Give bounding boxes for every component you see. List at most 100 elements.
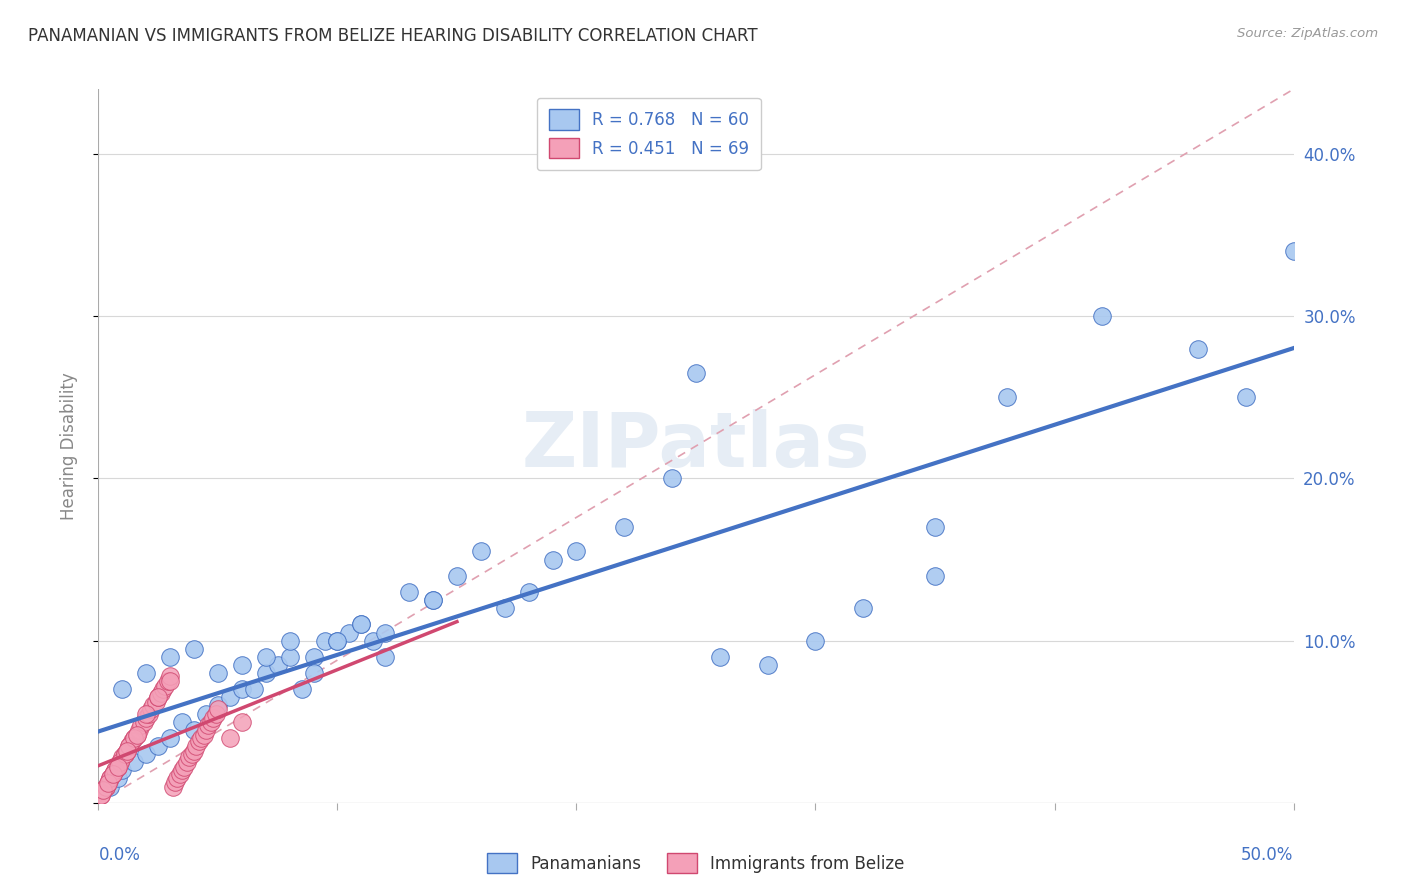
Point	[219, 690, 242, 705]
Point	[852, 601, 875, 615]
Point	[118, 739, 141, 753]
Point	[183, 744, 205, 758]
Point	[302, 649, 325, 664]
Point	[267, 657, 290, 672]
Point	[111, 682, 134, 697]
Point	[135, 706, 157, 721]
Point	[94, 780, 117, 794]
Point	[159, 649, 181, 664]
Point	[315, 633, 337, 648]
Point	[1187, 342, 1209, 356]
Point	[111, 750, 134, 764]
Point	[159, 731, 181, 745]
Point	[494, 601, 516, 615]
Point	[541, 552, 564, 566]
Point	[254, 666, 277, 681]
Point	[422, 593, 444, 607]
Point	[135, 666, 157, 681]
Point	[94, 780, 117, 794]
Point	[183, 641, 205, 656]
Point	[278, 649, 301, 664]
Point	[200, 714, 222, 729]
Point	[97, 776, 120, 790]
Point	[374, 649, 396, 664]
Point	[135, 747, 157, 761]
Point	[565, 544, 588, 558]
Point	[756, 657, 779, 672]
Point	[159, 669, 181, 683]
Point	[197, 718, 219, 732]
Point	[254, 649, 277, 664]
Point	[350, 617, 373, 632]
Point	[180, 747, 202, 761]
Point	[207, 698, 229, 713]
Point	[470, 544, 492, 558]
Point	[107, 760, 129, 774]
Point	[148, 690, 170, 705]
Point	[104, 764, 127, 778]
Point	[924, 520, 946, 534]
Legend: Panamanians, Immigrants from Belize: Panamanians, Immigrants from Belize	[481, 847, 911, 880]
Point	[108, 756, 131, 770]
Text: ZIPatlas: ZIPatlas	[522, 409, 870, 483]
Point	[145, 695, 167, 709]
Point	[101, 766, 124, 780]
Point	[166, 772, 188, 786]
Y-axis label: Hearing Disability: Hearing Disability	[59, 372, 77, 520]
Point	[155, 679, 177, 693]
Point	[124, 731, 146, 745]
Point	[90, 788, 112, 802]
Point	[97, 776, 120, 790]
Point	[131, 718, 153, 732]
Point	[995, 390, 1018, 404]
Point	[193, 728, 215, 742]
Point	[156, 674, 179, 689]
Point	[661, 471, 683, 485]
Point	[326, 633, 349, 648]
Point	[115, 744, 138, 758]
Point	[204, 706, 226, 721]
Point	[121, 734, 143, 748]
Point	[422, 593, 444, 607]
Point	[107, 760, 129, 774]
Point	[278, 633, 301, 648]
Point	[363, 633, 385, 648]
Text: Source: ZipAtlas.com: Source: ZipAtlas.com	[1237, 27, 1378, 40]
Point	[128, 723, 150, 737]
Point	[231, 714, 253, 729]
Point	[207, 702, 229, 716]
Point	[98, 772, 122, 786]
Point	[152, 682, 174, 697]
Point	[148, 739, 170, 753]
Point	[1234, 390, 1257, 404]
Point	[91, 782, 114, 797]
Point	[172, 764, 194, 778]
Point	[162, 780, 184, 794]
Point	[446, 568, 468, 582]
Point	[924, 568, 946, 582]
Point	[194, 723, 218, 737]
Point	[98, 772, 122, 786]
Point	[190, 731, 212, 745]
Point	[183, 723, 205, 737]
Point	[179, 750, 201, 764]
Point	[108, 756, 131, 770]
Point	[138, 706, 160, 721]
Point	[187, 734, 209, 748]
Point	[135, 711, 157, 725]
Point	[149, 685, 172, 699]
Point	[91, 782, 114, 797]
Point	[125, 728, 148, 742]
Point	[114, 747, 136, 761]
Point	[517, 585, 540, 599]
Point	[142, 698, 165, 713]
Point	[326, 633, 349, 648]
Text: PANAMANIAN VS IMMIGRANTS FROM BELIZE HEARING DISABILITY CORRELATION CHART: PANAMANIAN VS IMMIGRANTS FROM BELIZE HEA…	[28, 27, 758, 45]
Point	[231, 682, 253, 697]
Point	[173, 760, 195, 774]
Point	[243, 682, 266, 697]
Point	[132, 714, 155, 729]
Point	[685, 366, 707, 380]
Point	[350, 617, 373, 632]
Point	[231, 657, 253, 672]
